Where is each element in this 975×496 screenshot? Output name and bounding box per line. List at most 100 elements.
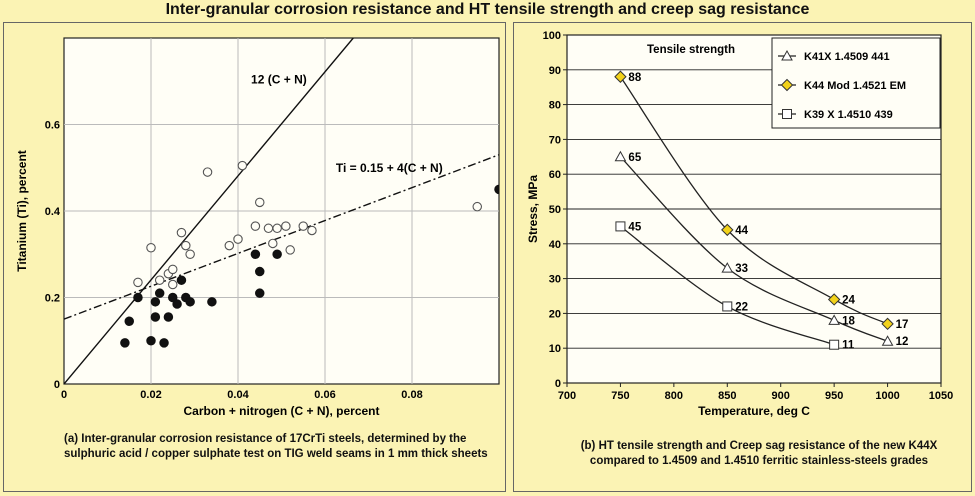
y-tick-label: 60 (549, 169, 561, 181)
open-data-point (255, 197, 265, 208)
series-0-point (614, 150, 627, 162)
series-1-point (721, 223, 734, 237)
open-data-point (202, 167, 213, 177)
y-tick-label: 30 (549, 274, 561, 286)
open-data-point (272, 223, 282, 234)
y-axis-label: Stress, MPa (526, 175, 540, 243)
series-1-point (881, 317, 894, 331)
series-0-point (721, 262, 734, 273)
series-line-0 (619, 156, 888, 342)
filled-data-point (207, 297, 217, 307)
filled-data-point (124, 316, 135, 327)
open-data-point (168, 264, 178, 275)
series-1-value-label: 88 (628, 72, 641, 84)
open-data-point (250, 221, 261, 231)
series-1-value-label: 44 (735, 225, 748, 237)
legend-box (771, 37, 941, 129)
open-data-point (133, 277, 143, 288)
filled-data-point (146, 335, 156, 346)
y-tick-label: 100 (543, 30, 561, 42)
line-label-ti-formula: Ti = 0.15 + 4(C + N) (336, 161, 443, 175)
open-data-point (168, 279, 178, 290)
open-data-point (176, 227, 187, 238)
filled-data-point (154, 288, 165, 298)
series-2-point (615, 221, 626, 232)
x-tick-label: 900 (772, 390, 790, 402)
x-tick-label: 0.08 (401, 389, 422, 401)
open-data-point (472, 201, 482, 212)
panel-a-caption: (a) Inter-granular corrosion resistance … (64, 433, 488, 460)
x-tick-label: 950 (825, 390, 843, 402)
x-tick-label: 1000 (875, 390, 899, 402)
y-axis-label: Titanium (Ti), percent (15, 150, 29, 272)
legend-marker (780, 78, 794, 92)
filled-data-point (150, 297, 161, 307)
series-2-point (829, 339, 840, 350)
filled-data-point (168, 292, 178, 303)
open-data-point (298, 221, 308, 231)
series-1-value-label: 17 (896, 319, 909, 331)
open-data-point (307, 225, 317, 236)
series-line-1 (619, 76, 888, 325)
chart-inset-title: Tensile strength (647, 44, 735, 56)
filled-data-point (163, 312, 174, 322)
x-tick-label: 0.06 (314, 389, 335, 401)
open-data-point (268, 238, 278, 249)
series-2-value-label: 11 (842, 340, 855, 352)
filled-data-point (255, 266, 265, 277)
legend-entry-label: K41X 1.4509 441 (804, 51, 890, 63)
filled-data-point (133, 292, 143, 303)
y-tick-label: 0.2 (45, 293, 60, 305)
series-2-value-label: 22 (735, 301, 748, 313)
open-data-point (154, 275, 165, 285)
filled-data-point (255, 288, 265, 298)
series-1-value-label: 24 (842, 294, 855, 306)
tensile-strength-line-chart: 0 10 20 30 40 50 60 70 80 90 100 700 750 800 850 900 950… (526, 30, 953, 418)
y-tick-label: 70 (549, 134, 561, 146)
filled-data-point (272, 249, 282, 260)
filled-data-point (150, 312, 161, 322)
series-0-value-label: 65 (628, 152, 641, 164)
open-data-point (146, 243, 156, 253)
x-tick-label: 700 (558, 390, 576, 402)
line-label-12cn: 12 (C + N) (251, 72, 307, 86)
legend-marker (782, 109, 792, 119)
y-tick-label: 10 (549, 343, 561, 355)
filled-data-point (250, 249, 261, 260)
filled-data-point (185, 297, 195, 307)
open-data-point (233, 234, 243, 244)
x-tick-label: 850 (718, 390, 736, 402)
open-data-point (263, 223, 274, 234)
series-2-value-label: 45 (628, 221, 641, 233)
x-tick-label: 0 (61, 389, 67, 401)
x-tick-label: 750 (611, 390, 629, 402)
y-tick-label: 0.4 (45, 206, 61, 218)
open-data-point (224, 240, 235, 251)
x-tick-label: 0.04 (227, 389, 249, 401)
y-tick-label: 80 (549, 100, 561, 112)
filled-data-point (494, 184, 499, 195)
legend-marker (781, 49, 793, 61)
open-data-point (237, 160, 248, 171)
series-0-value-label: 12 (896, 336, 909, 348)
y-tick-label: 40 (549, 239, 561, 251)
line-ti-formula (64, 154, 499, 320)
panel-b-tensile-chart: 0 10 20 30 40 50 60 70 80 90 100 700 750 800 850 900 950… (513, 22, 972, 492)
series-0-value-label: 18 (842, 315, 855, 327)
x-axis-label: Temperature, deg C (698, 404, 810, 418)
panel-b-caption: (b) HT tensile strength and Creep sag re… (580, 440, 938, 467)
filled-data-point (176, 275, 187, 285)
corrosion-scatter-plot: 0 0.02 0.04 0.06 0.08 0 0.2 0.4 0.6 Carbon + nitr… (15, 37, 500, 418)
y-tick-label: 0 (555, 378, 561, 390)
line-12cn (64, 38, 354, 384)
x-tick-label: 800 (665, 390, 683, 402)
open-data-point (181, 240, 191, 251)
main-title: Inter-granular corrosion resistance and … (165, 1, 810, 18)
y-tick-label: 20 (549, 308, 561, 320)
legend-entry-label: K39 X 1.4510 439 (804, 109, 893, 121)
series-2-point (722, 301, 733, 312)
open-data-point (285, 245, 295, 255)
x-tick-label: 0.02 (140, 389, 161, 401)
y-tick-label: 50 (549, 204, 561, 216)
series-0-value-label: 33 (735, 263, 748, 275)
